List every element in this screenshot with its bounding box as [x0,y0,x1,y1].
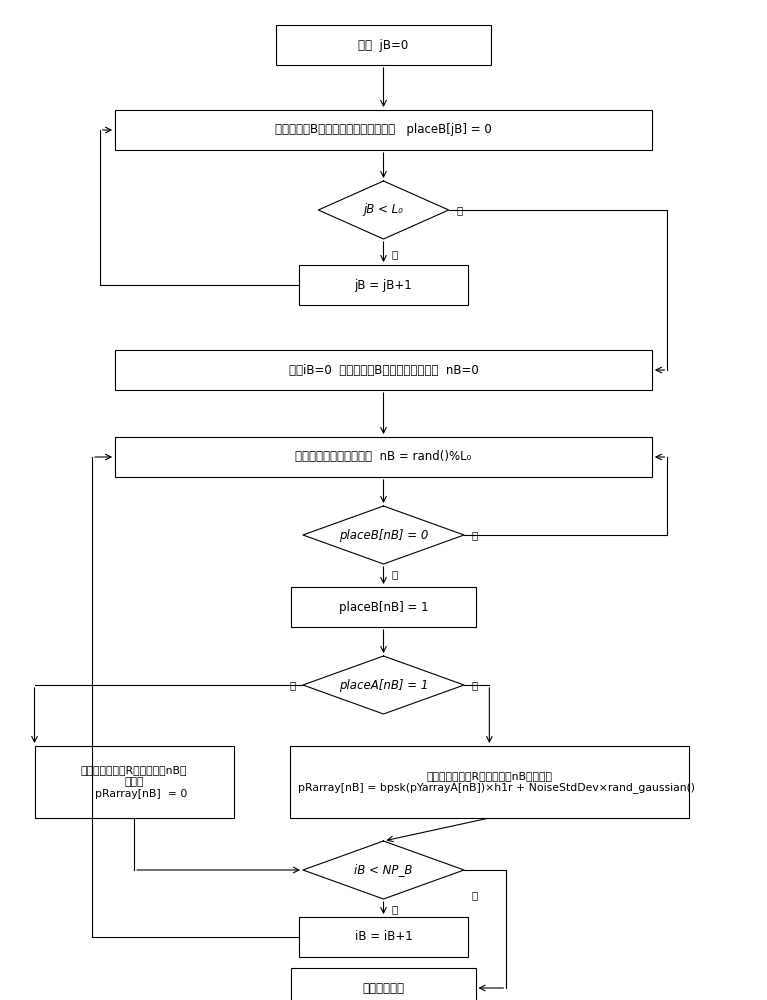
Text: 随机生成删余位置参数：  nB = rand()%L₀: 随机生成删余位置参数： nB = rand()%L₀ [295,450,472,464]
FancyBboxPatch shape [115,110,652,150]
Polygon shape [303,656,464,714]
Text: placeB[nB] = 0: placeB[nB] = 0 [339,528,428,542]
Text: jB = jB+1: jB = jB+1 [354,278,413,292]
Text: 初始化源点B中删余码字标志位的值：   placeB[jB] = 0: 初始化源点B中删余码字标志位的值： placeB[jB] = 0 [275,123,492,136]
Text: 是: 是 [391,249,397,259]
Text: 否: 否 [456,205,463,215]
Text: 否: 否 [472,680,478,690]
FancyBboxPatch shape [115,350,652,390]
Text: 更新删余后中继R接收到的第nB个
信号：
    pRarray[nB]  = 0: 更新删余后中继R接收到的第nB个 信号： pRarray[nB] = 0 [81,765,187,799]
Polygon shape [303,506,464,564]
Text: 设置  jB=0: 设置 jB=0 [358,38,409,51]
Text: 否: 否 [472,890,478,900]
Text: 设置iB=0  ，设置源点B中删余位置参数：  nB=0: 设置iB=0 ，设置源点B中删余位置参数： nB=0 [288,363,479,376]
Text: 是: 是 [391,569,397,579]
Text: iB = iB+1: iB = iB+1 [354,930,413,944]
Polygon shape [303,841,464,899]
FancyBboxPatch shape [291,587,476,627]
Text: 是: 是 [391,904,397,914]
Text: 更新删余后中继R接收到的第nB个信号：
    pRarray[nB] = bpsk(pYarrayA[nB])×h1r + NoiseStdDev×rand_: 更新删余后中继R接收到的第nB个信号： pRarray[nB] = bpsk(p… [284,771,695,793]
Polygon shape [318,181,449,239]
FancyBboxPatch shape [290,746,689,818]
Text: 是: 是 [289,680,295,690]
Text: placeA[nB] = 1: placeA[nB] = 1 [339,678,428,692]
Text: placeB[nB] = 1: placeB[nB] = 1 [339,600,428,613]
FancyBboxPatch shape [276,25,491,65]
FancyBboxPatch shape [299,917,468,957]
FancyBboxPatch shape [291,968,476,1000]
FancyBboxPatch shape [299,265,468,305]
FancyBboxPatch shape [35,746,234,818]
Text: 结束删余操作: 结束删余操作 [363,982,404,994]
Text: jB < L₀: jB < L₀ [364,204,403,217]
FancyBboxPatch shape [115,437,652,477]
Text: iB < NP_B: iB < NP_B [354,863,413,876]
Text: 否: 否 [472,530,478,540]
